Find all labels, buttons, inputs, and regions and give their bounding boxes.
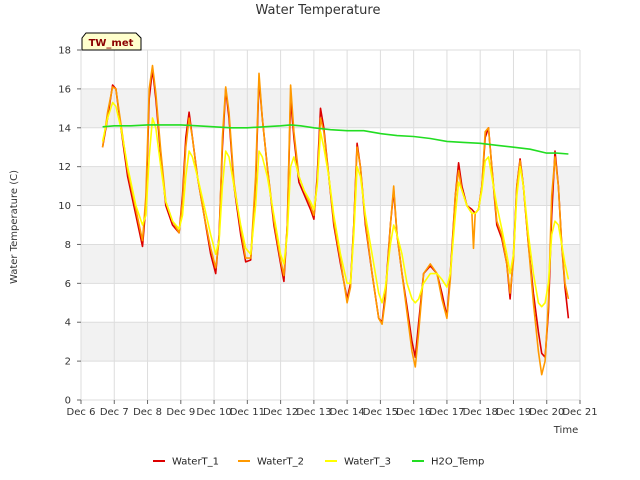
x-tick-label: Dec 12 <box>263 407 298 418</box>
x-tick-label: Dec 8 <box>133 407 162 418</box>
site-badge: TW_met <box>81 32 142 51</box>
y-tick-label: 0 <box>65 396 71 407</box>
y-tick-label: 12 <box>58 162 71 173</box>
x-tick-label: Dec 9 <box>166 407 195 418</box>
legend: WaterT_1 WaterT_2 WaterT_3 H2O_Temp <box>153 457 484 468</box>
y-tick-label: 10 <box>58 201 71 212</box>
x-tick-label: Dec 16 <box>396 407 431 418</box>
y-tick-label: 6 <box>65 279 71 290</box>
x-tick-label: Dec 17 <box>429 407 464 418</box>
x-tick-label: Dec 15 <box>363 407 398 418</box>
plot-band <box>81 244 580 284</box>
legend-label: WaterT_3 <box>344 457 391 468</box>
x-tick-label: Dec 10 <box>196 407 231 418</box>
legend-label: WaterT_2 <box>257 457 304 468</box>
site-badge-label: TW_met <box>89 38 134 49</box>
grid-lines <box>80 49 581 401</box>
x-tick-label: Dec 21 <box>562 407 597 418</box>
y-tick-label: 16 <box>58 84 71 95</box>
plot-band <box>81 322 580 362</box>
legend-item-h2o-temp: H2O_Temp <box>412 457 484 468</box>
series-lines <box>101 64 570 376</box>
plot-band <box>81 88 580 128</box>
series-line-watert-3 <box>101 101 570 308</box>
legend-item-watert-3: WaterT_3 <box>325 457 391 468</box>
x-tick-label: Dec 11 <box>230 407 265 418</box>
legend-label: H2O_Temp <box>431 457 484 468</box>
y-axis-label: Water Temperature (C) <box>9 170 20 284</box>
legend-item-watert-1: WaterT_1 <box>153 457 219 468</box>
x-tick-label: Dec 6 <box>67 407 96 418</box>
y-tick-label: 4 <box>65 318 71 329</box>
x-tick-label: Dec 20 <box>529 407 564 418</box>
legend-label: WaterT_1 <box>172 457 219 468</box>
y-tick-label: 2 <box>65 357 71 368</box>
chart-title: Water Temperature <box>256 3 381 18</box>
x-tick-label: Dec 7 <box>100 407 129 418</box>
legend-item-watert-2: WaterT_2 <box>238 457 304 468</box>
y-tick-label: 14 <box>58 123 71 134</box>
y-tick-label: 8 <box>65 240 71 251</box>
x-tick-label: Dec 13 <box>296 407 331 418</box>
site-badge-box <box>81 32 142 51</box>
x-axis-label: Time <box>553 425 578 436</box>
series-line-h2o-temp <box>102 124 569 155</box>
x-tick-label: Dec 14 <box>330 407 365 418</box>
y-tick-label: 18 <box>58 46 71 57</box>
x-tick-label: Dec 18 <box>463 407 498 418</box>
x-tick-label: Dec 19 <box>496 407 531 418</box>
